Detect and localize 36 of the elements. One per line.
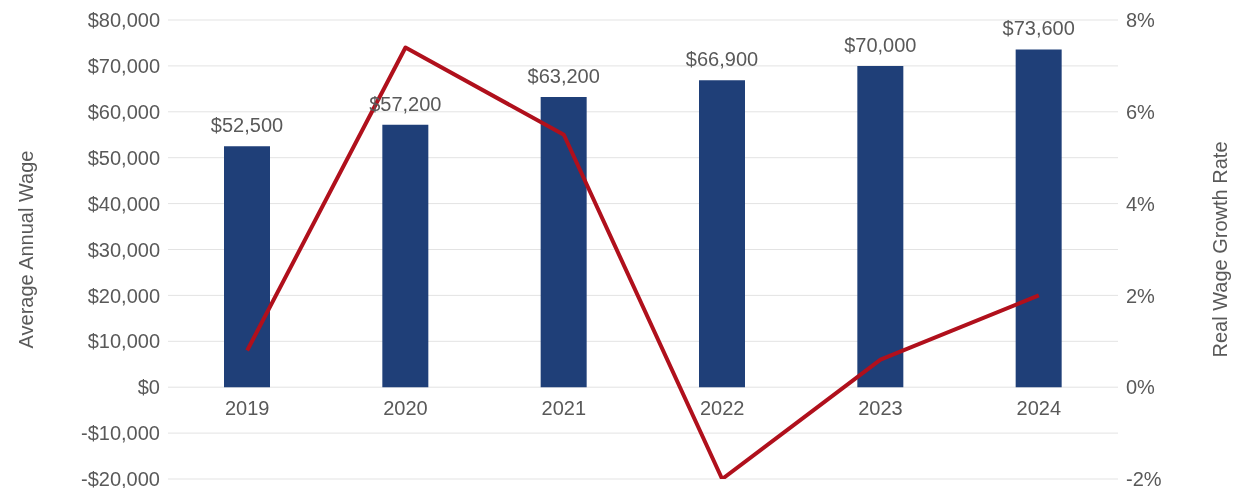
y2-tick-label: 0%: [1126, 376, 1156, 399]
y-tick-label: $30,000: [87, 238, 160, 261]
y-tick-label: $80,000: [87, 9, 160, 32]
bar: [857, 65, 904, 388]
x-tick-label: 2024: [1016, 397, 1062, 420]
y-tick-label: -$20,000: [81, 468, 160, 491]
bar: [224, 146, 270, 388]
y-tick-label: $20,000: [87, 284, 160, 307]
y-tick-label: $70,000: [87, 55, 160, 77]
y-tick-label: $50,000: [87, 146, 160, 169]
y2-tick-label: 2%: [1126, 284, 1156, 307]
x-tick-label: 2019: [224, 397, 270, 420]
y2-tick-label: -2%: [1126, 468, 1162, 491]
y2-tick-label: 4%: [1126, 192, 1156, 215]
data-label: $66,900: [685, 48, 759, 71]
x-tick-label: 2023: [858, 397, 903, 420]
data-label: $70,000: [844, 33, 917, 56]
data-label: $73,600: [1002, 17, 1075, 40]
y2-tick-label: 6%: [1126, 100, 1156, 123]
y-tick-label: $40,000: [87, 192, 160, 215]
bar: [699, 80, 745, 388]
data-label: $52,500: [210, 114, 284, 137]
y2-tick-label: 8%: [1126, 9, 1156, 32]
y-tick-label: -$10,000: [81, 422, 160, 445]
bar: [540, 97, 587, 388]
y-tick-label: $60,000: [87, 100, 160, 123]
bar: [382, 124, 429, 388]
y-tick-label: $10,000: [87, 330, 160, 353]
y-tick-label: $0: [137, 376, 160, 399]
x-tick-label: 2020: [383, 397, 428, 420]
y-axis-title: Average Annual Wage: [15, 150, 38, 349]
y2-axis-title: Real Wage Growth Rate: [1209, 141, 1232, 358]
bar: [1015, 49, 1062, 388]
x-tick-label: 2022: [699, 397, 745, 420]
x-tick-label: 2021: [541, 397, 587, 420]
data-label: $63,200: [527, 65, 600, 88]
